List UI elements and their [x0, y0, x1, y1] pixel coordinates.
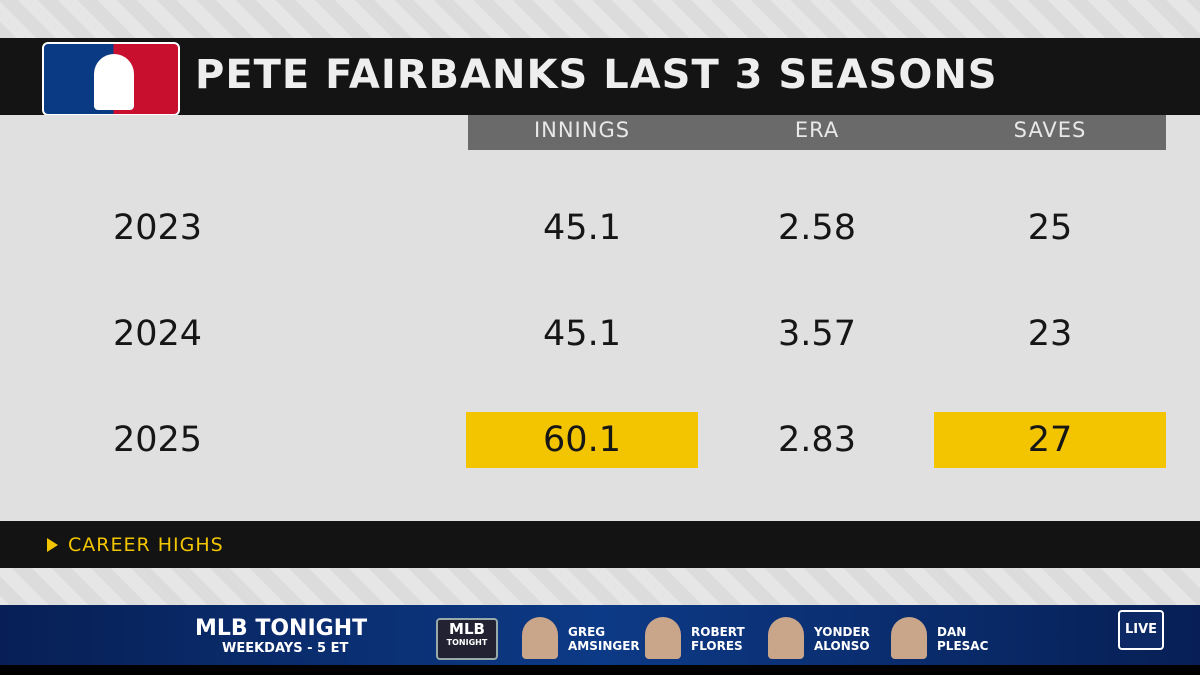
show-name: MLB TONIGHT — [195, 616, 368, 641]
host-first-name: DAN — [937, 625, 967, 639]
stat-cell: 45.1 — [543, 208, 621, 248]
stat-cell: 2.83 — [778, 420, 856, 460]
stat-cell: 23 — [1027, 314, 1073, 354]
legend-marker — [47, 538, 58, 552]
show-logo-line: TONIGHT — [446, 638, 488, 647]
host-last-name: ALONSO — [814, 639, 870, 653]
column-header: SAVES — [1013, 118, 1087, 142]
stat-cell: 2.58 — [778, 208, 856, 248]
live-badge: LIVE — [1118, 610, 1164, 650]
host-last-name: FLORES — [691, 639, 743, 653]
ticker-bottom — [0, 665, 1200, 675]
season: 2024 — [113, 314, 203, 354]
title: PETE FAIRBANKS LAST 3 SEASONS — [195, 52, 998, 98]
host-last-name: PLESAC — [937, 639, 989, 653]
show-logo-line: MLB — [449, 620, 485, 638]
column-header: INNINGS — [533, 118, 631, 142]
host-first-name: YONDER — [814, 625, 870, 639]
host-photo — [768, 617, 804, 659]
host-photo — [645, 617, 681, 659]
show-schedule: WEEKDAYS - 5 ET — [222, 641, 349, 656]
host-photo — [891, 617, 927, 659]
season: 2023 — [113, 208, 203, 248]
league-logo — [42, 42, 180, 116]
ticker — [0, 605, 1200, 665]
legend-label: CAREER HIGHS — [68, 534, 224, 556]
stat-cell: 3.57 — [778, 314, 856, 354]
column-header-bar — [468, 115, 1166, 150]
show-logo: MLB TONIGHT — [436, 618, 498, 660]
stat-cell: 45.1 — [543, 314, 621, 354]
host-photo — [522, 617, 558, 659]
host-first-name: GREG — [568, 625, 606, 639]
column-header: ERA — [794, 118, 840, 142]
host-first-name: ROBERT — [691, 625, 745, 639]
host-last-name: AMSINGER — [568, 639, 640, 653]
stat-cell: 60.1 — [466, 412, 698, 468]
legend-bar — [0, 521, 1200, 568]
stat-cell: 25 — [1027, 208, 1073, 248]
title-bar — [0, 38, 1200, 115]
season: 2025 — [113, 420, 203, 460]
stat-cell: 27 — [934, 412, 1166, 468]
